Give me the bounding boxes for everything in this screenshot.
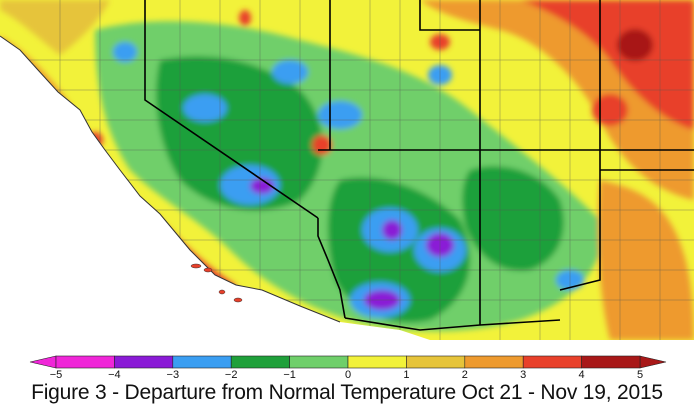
legend-tick-label: 2 bbox=[462, 369, 468, 381]
legend-tick-label: −5 bbox=[50, 369, 63, 381]
legend-arrow-high bbox=[639, 355, 667, 369]
legend-tick-label: 3 bbox=[520, 369, 526, 381]
legend-tick-label: 1 bbox=[403, 369, 409, 381]
figure-caption: Figure 3 - Departure from Normal Tempera… bbox=[31, 381, 663, 404]
legend-bin-2 bbox=[172, 355, 232, 369]
coastline bbox=[0, 35, 341, 323]
legend-tick-label: 0 bbox=[345, 369, 351, 381]
legend-tick-label: 4 bbox=[579, 369, 585, 381]
temperature-departure-map bbox=[0, 0, 694, 340]
legend-tick-label: −1 bbox=[283, 369, 296, 381]
legend-tick-label: −3 bbox=[167, 369, 180, 381]
channel-islands bbox=[190, 263, 243, 303]
legend-bin-6 bbox=[406, 355, 466, 369]
legend-bin-5 bbox=[347, 355, 407, 369]
legend-bin-3 bbox=[230, 355, 290, 369]
legend-bin-7 bbox=[464, 355, 524, 369]
legend-tick-label: −2 bbox=[225, 369, 238, 381]
legend-bin-0 bbox=[55, 355, 115, 369]
legend-bin-8 bbox=[522, 355, 582, 369]
state-boundaries bbox=[144, 0, 694, 331]
legend-tick-label: 5 bbox=[637, 369, 643, 381]
legend-bin-1 bbox=[114, 355, 174, 369]
anomaly-field bbox=[0, 0, 694, 340]
legend-bin-9 bbox=[581, 355, 641, 369]
legend-tick-label: −4 bbox=[108, 369, 121, 381]
legend-bin-4 bbox=[289, 355, 349, 369]
color-legend: −5 −4 −3 −2 −1 0 1 2 3 4 5 bbox=[29, 355, 667, 381]
legend-arrow-low bbox=[29, 355, 57, 369]
